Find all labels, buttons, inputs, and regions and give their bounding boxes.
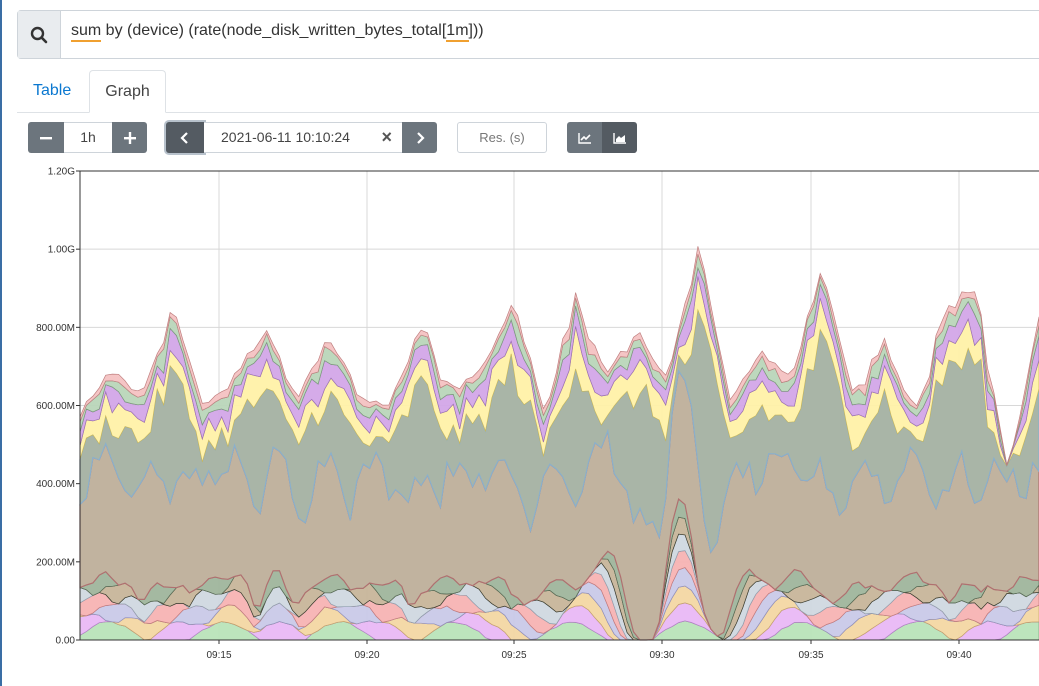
next-time-button[interactable]: [402, 122, 437, 153]
resolution-input[interactable]: Res. (s): [457, 122, 547, 153]
x-tick-label: 09:15: [206, 650, 231, 661]
end-time-value: 2021-06-11 10:10:24: [221, 129, 350, 145]
tab-graph[interactable]: Graph: [89, 70, 166, 113]
previous-time-button[interactable]: [166, 122, 204, 153]
x-tick-label: 09:20: [354, 650, 379, 661]
query-expression[interactable]: sum by (device) (rate(node_disk_written_…: [71, 22, 484, 40]
y-tick-label: 1.00G: [48, 245, 75, 256]
area-chart-icon: [613, 132, 627, 144]
range-input[interactable]: 1h: [64, 122, 112, 153]
y-tick-label: 0.00: [56, 636, 76, 647]
search-icon: [18, 11, 61, 58]
stacked-toggle-button[interactable]: [602, 122, 637, 153]
minus-icon: [40, 132, 52, 144]
end-time-input[interactable]: 2021-06-11 10:10:24 ×: [204, 122, 402, 153]
query-token: sum: [71, 22, 101, 42]
result-tabs: Table Graph: [17, 70, 1039, 113]
y-tick-label: 200.00M: [36, 557, 75, 568]
stacked-series: [80, 246, 1039, 640]
x-tick-label: 09:40: [946, 650, 971, 661]
decrease-range-button[interactable]: [28, 122, 64, 153]
y-tick-label: 400.00M: [36, 479, 75, 490]
query-token: ])): [469, 22, 484, 39]
x-tick-label: 09:30: [649, 650, 674, 661]
line-chart-icon: [578, 132, 592, 144]
x-tick-label: 09:35: [798, 650, 823, 661]
query-token: 1m: [446, 22, 468, 42]
plus-icon: [124, 132, 136, 144]
query-token: by (device) (rate(node_disk_written_byte…: [101, 22, 446, 39]
query-bar[interactable]: sum by (device) (rate(node_disk_written_…: [17, 10, 1039, 59]
x-tick-label: 09:25: [501, 650, 526, 661]
tab-table[interactable]: Table: [17, 70, 87, 112]
y-axis-ticks: 0.00 200.00M 400.00M 600.00M 800.00M 1.00G 1.2…: [36, 167, 80, 647]
x-axis-ticks: 09:15 09:20 09:25 09:30 09:35 09:40: [206, 640, 971, 661]
graph-chart[interactable]: 0.00 200.00M 400.00M 600.00M 800.00M 1.00G 1.2…: [0, 160, 1039, 670]
chevron-right-icon: [415, 132, 425, 144]
close-icon[interactable]: ×: [381, 123, 392, 152]
y-tick-label: 1.20G: [48, 167, 75, 178]
increase-range-button[interactable]: [112, 122, 147, 153]
chevron-left-icon: [180, 132, 190, 144]
y-tick-label: 800.00M: [36, 323, 75, 334]
unstacked-toggle-button[interactable]: [567, 122, 602, 153]
y-tick-label: 600.00M: [36, 401, 75, 412]
